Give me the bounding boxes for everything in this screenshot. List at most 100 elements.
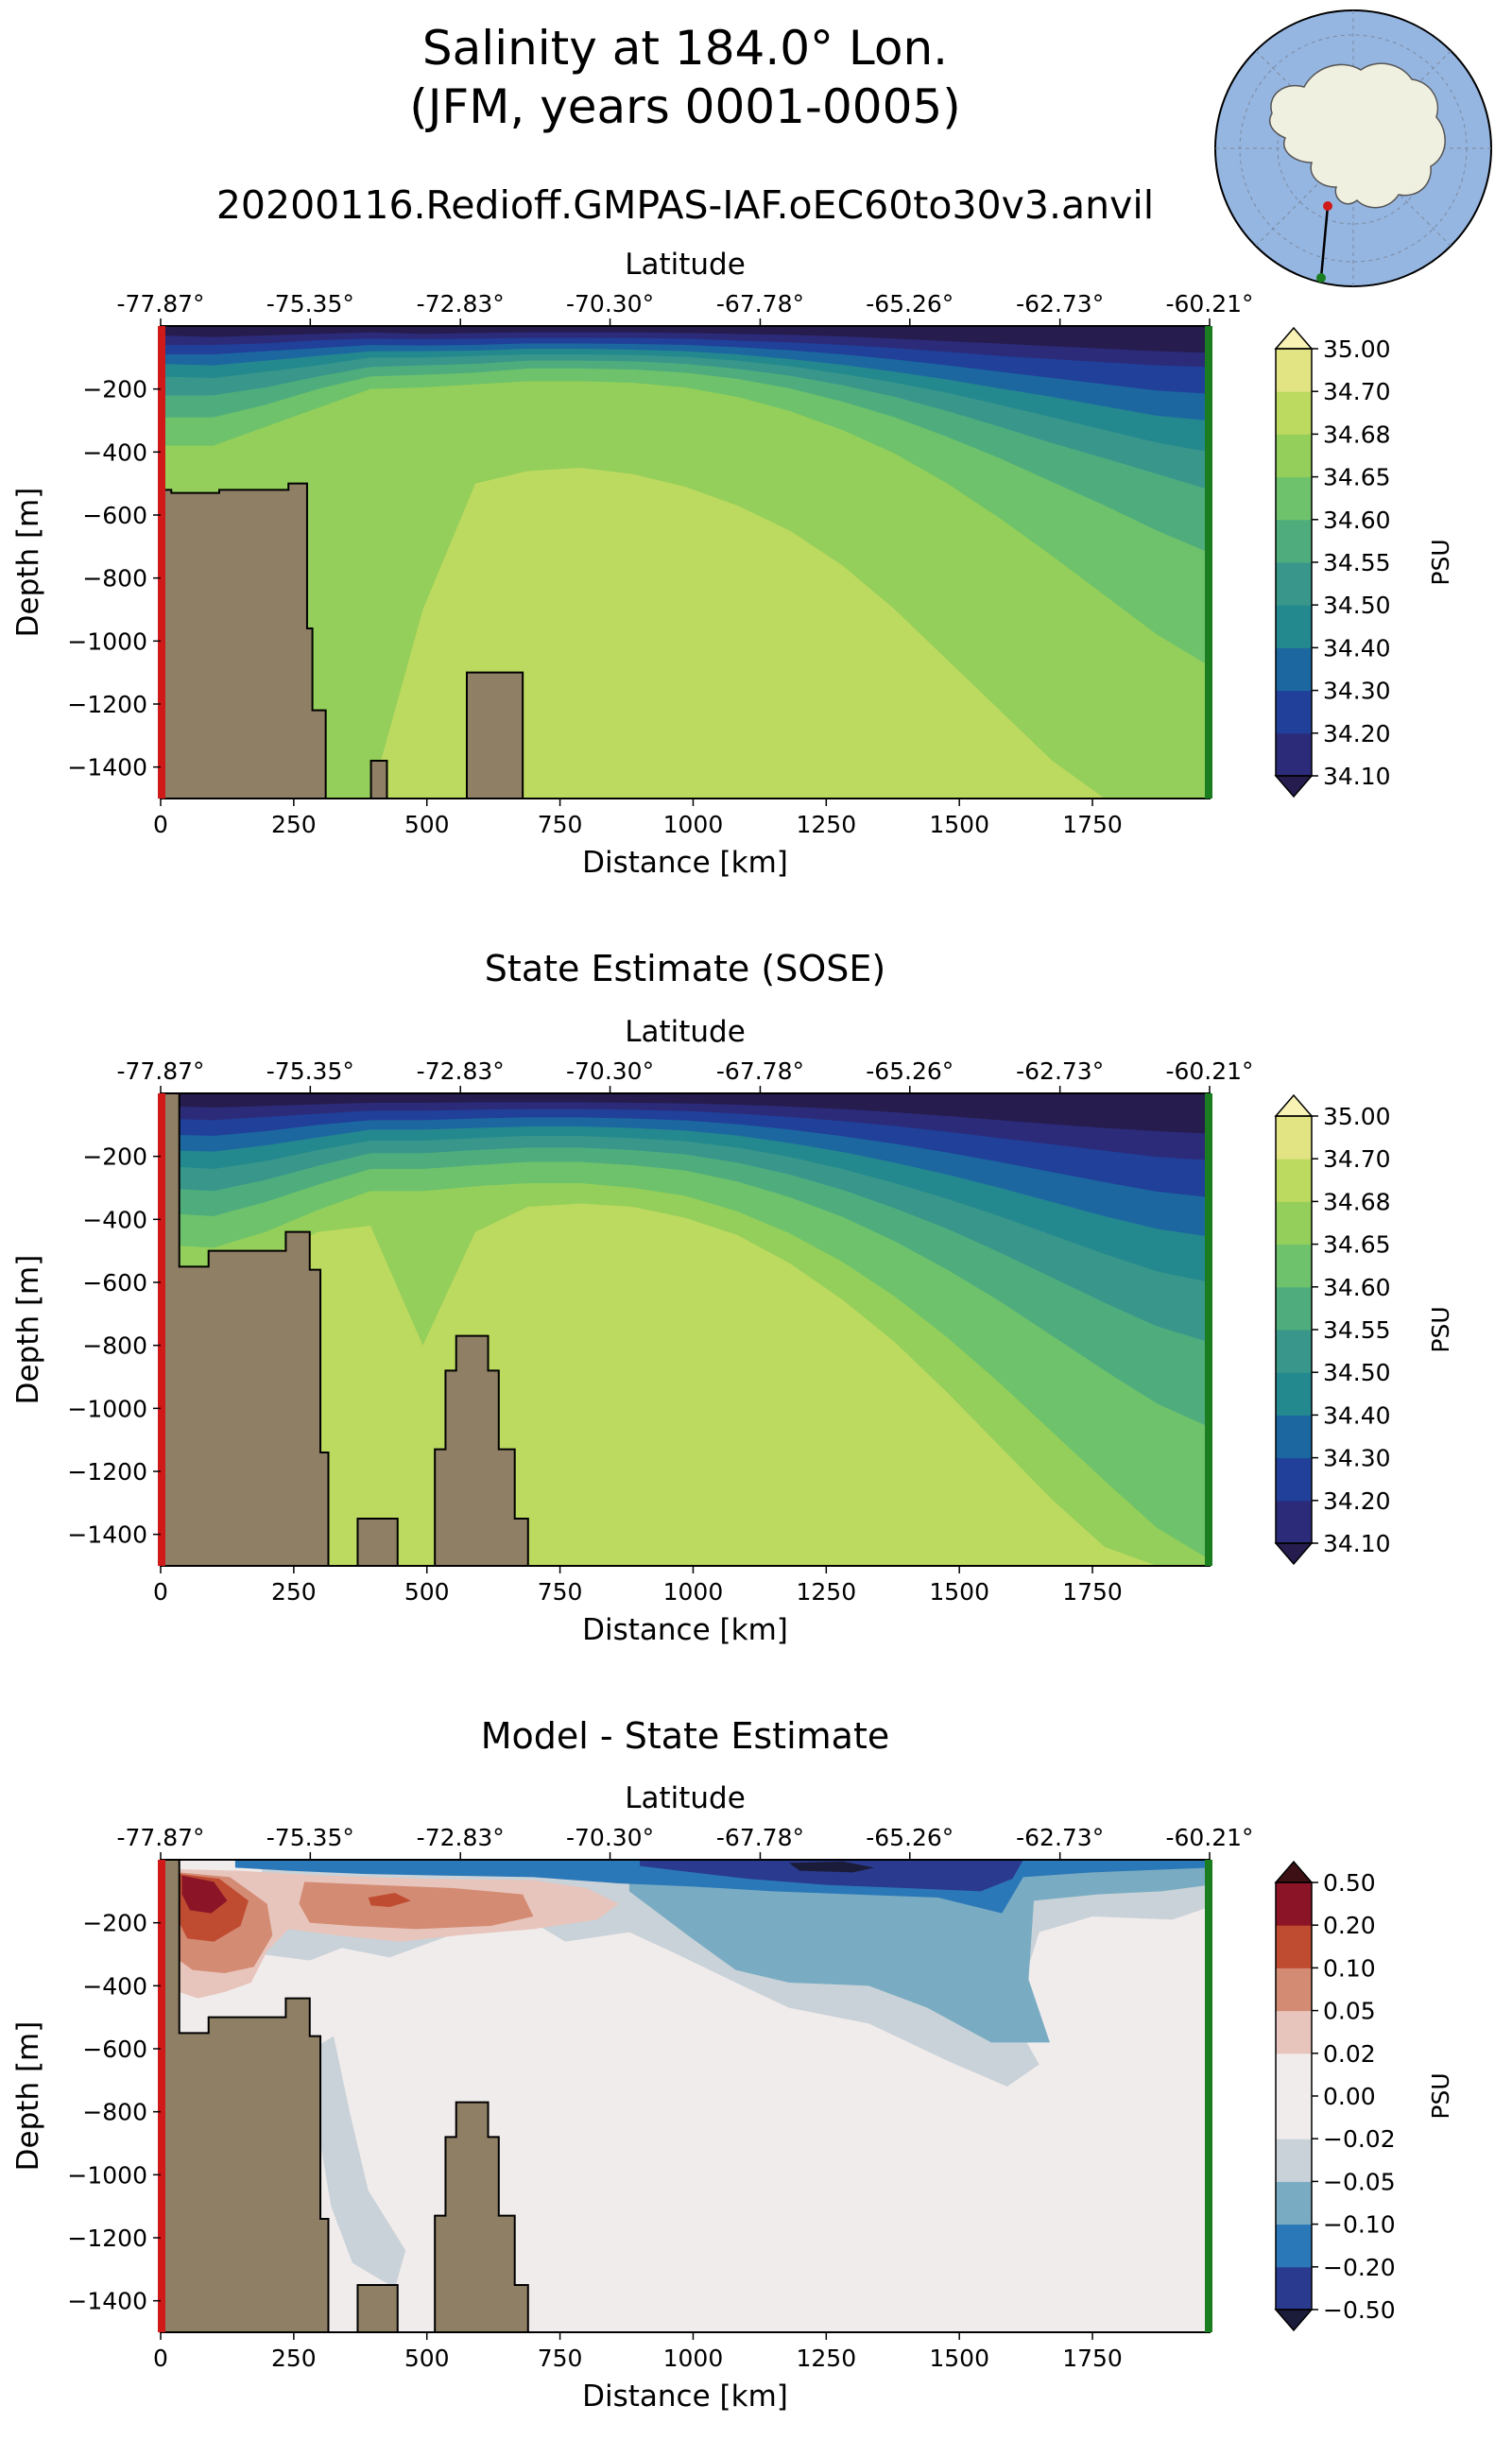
lat-tick-label: -62.73° <box>1016 1824 1104 1851</box>
y-tick-label: −200 <box>82 1910 147 1937</box>
colorbar-tick-label: 0.05 <box>1323 1998 1376 2025</box>
colorbar-tick-label: −0.05 <box>1323 2168 1396 2195</box>
x-tick-label: 1000 <box>663 1578 724 1606</box>
transect-line <box>1319 205 1330 279</box>
colorbar-segment <box>1276 349 1312 392</box>
x-tick-label: 500 <box>404 1578 450 1606</box>
colorbar-tick-label: 35.00 <box>1323 1103 1391 1130</box>
top-axis-label: Latitude <box>625 1781 746 1815</box>
colorbar-label: PSU <box>1427 2072 1454 2119</box>
colorbar-segment <box>1276 1286 1312 1331</box>
colorbar-tick-label: 0.10 <box>1323 1954 1376 1982</box>
colorbar-label: PSU <box>1427 539 1454 585</box>
y-tick-label: −400 <box>82 438 147 466</box>
y-tick-label: −800 <box>82 1332 147 1360</box>
chart-panel-3: 0 250 500 750 1000 1250 1500 1750 −200 −400 −600 −8… <box>11 1715 1454 2414</box>
lat-tick-label: -70.30° <box>566 1057 654 1085</box>
contour-region-8 <box>299 1881 534 1930</box>
colorbar-segment <box>1276 1967 1312 2012</box>
lat-tick-label: -77.87° <box>116 1057 204 1085</box>
x-axis-label: Distance [km] <box>582 846 788 880</box>
colorbar-tick-label: 34.70 <box>1323 378 1391 405</box>
colorbar-segment <box>1276 2266 1312 2311</box>
bathymetry-landmass <box>161 1860 529 2332</box>
colorbar-segment <box>1276 1159 1312 1202</box>
y-axis-label: Depth [m] <box>11 2021 45 2172</box>
plot-area <box>161 1860 1210 2332</box>
colorbar-tick-label: 34.20 <box>1323 720 1391 747</box>
lat-tick-label: -72.83° <box>417 1824 505 1851</box>
colorbar-segment <box>1276 732 1312 777</box>
colorbar-segment <box>1276 1925 1312 1968</box>
contour-region-11 <box>181 1875 228 1914</box>
lat-tick-label: -62.73° <box>1016 1057 1104 1085</box>
transect-start-marker <box>1323 201 1332 211</box>
y-axis-label: Depth [m] <box>11 488 45 638</box>
colorbar-segment <box>1276 1457 1312 1502</box>
panel-title: Model - State Estimate <box>481 1715 889 1757</box>
contour-band-9 <box>161 1203 1210 1566</box>
lat-tick-label: -67.78° <box>716 1824 804 1851</box>
bathymetry-landmass <box>161 482 524 799</box>
colorbar-segment <box>1276 562 1312 606</box>
x-tick-label: 1750 <box>1062 2345 1123 2372</box>
colorbar-tick-label: −0.20 <box>1323 2254 1396 2281</box>
y-tick-label: −1200 <box>67 1458 147 1486</box>
x-tick-label: 750 <box>538 2345 583 2372</box>
contour-band-9 <box>161 468 1210 799</box>
colorbar-tick-label: 0.20 <box>1323 1912 1376 1939</box>
y-tick-label: −1000 <box>67 2161 147 2189</box>
colorbar-tick-label: 34.60 <box>1323 1274 1391 1301</box>
y-tick-label: −1400 <box>67 2288 147 2315</box>
lat-tick-label: -60.21° <box>1165 1824 1253 1851</box>
colorbar-tick-label: 34.10 <box>1323 763 1391 790</box>
chart-panel-2: 0 250 500 750 1000 1250 1500 1750 −200 −400 −600 −8… <box>11 948 1454 1647</box>
y-tick-label: −600 <box>82 1269 147 1297</box>
colorbar-segment <box>1276 1330 1312 1373</box>
y-tick-label: −600 <box>82 2036 147 2063</box>
colorbar-segment <box>1276 1882 1312 1926</box>
contour-region-10 <box>368 1893 411 1907</box>
colorbar-tick-label: −0.02 <box>1323 2125 1396 2153</box>
y-tick-label: −200 <box>82 1143 147 1171</box>
lat-tick-label: -75.35° <box>266 1057 354 1085</box>
transect-end-marker <box>1316 273 1326 283</box>
colorbar-tick-label: 34.30 <box>1323 1445 1391 1472</box>
y-tick-label: −1400 <box>67 754 147 782</box>
x-tick-label: 1500 <box>929 1578 989 1606</box>
colorbar-segment <box>1276 690 1312 734</box>
colorbar-tick-label: 34.40 <box>1323 1401 1391 1429</box>
lat-tick-label: -77.87° <box>116 1824 204 1851</box>
colorbar-tick-label: 34.60 <box>1323 507 1391 534</box>
x-tick-label: 1000 <box>663 2345 724 2372</box>
colorbar-segment <box>1276 2139 1312 2182</box>
colorbar-label: PSU <box>1427 1306 1454 1352</box>
colorbar-tick-label: 34.40 <box>1323 634 1391 662</box>
plot-area <box>161 326 1210 799</box>
lat-tick-label: -67.78° <box>716 1057 804 1085</box>
figure-title-line1: Salinity at 184.0° Lon. <box>422 21 948 76</box>
lat-tick-label: -72.83° <box>417 1057 505 1085</box>
colorbar-segment <box>1276 2181 1312 2225</box>
colorbar-segment <box>1276 476 1312 521</box>
colorbar-segment <box>1276 2224 1312 2268</box>
colorbar-tick-label: 34.68 <box>1323 421 1391 448</box>
panel-title: State Estimate (SOSE) <box>485 948 885 989</box>
colorbar-segment <box>1276 519 1312 563</box>
lat-tick-label: -65.26° <box>866 1057 954 1085</box>
lat-tick-label: -75.35° <box>266 1824 354 1851</box>
colorbar-tick-label: 34.68 <box>1323 1188 1391 1215</box>
top-axis-label: Latitude <box>625 248 746 282</box>
y-tick-label: −1000 <box>67 627 147 655</box>
colorbar-tick-label: 0.02 <box>1323 2040 1376 2068</box>
top-axis-label: Latitude <box>625 1015 746 1049</box>
colorbar-under-triangle <box>1274 1542 1314 1566</box>
y-tick-label: −1000 <box>67 1395 147 1422</box>
y-tick-label: −1200 <box>67 2225 147 2252</box>
y-tick-label: −800 <box>82 2099 147 2126</box>
lat-tick-label: -60.21° <box>1165 1057 1253 1085</box>
lat-tick-label: -70.30° <box>566 290 654 318</box>
x-tick-label: 250 <box>271 1578 317 1606</box>
colorbar: 34.10 34.20 34.30 34.40 34.50 34.55 34.60 34.65… <box>1274 326 1454 799</box>
x-tick-label: 0 <box>153 811 168 838</box>
